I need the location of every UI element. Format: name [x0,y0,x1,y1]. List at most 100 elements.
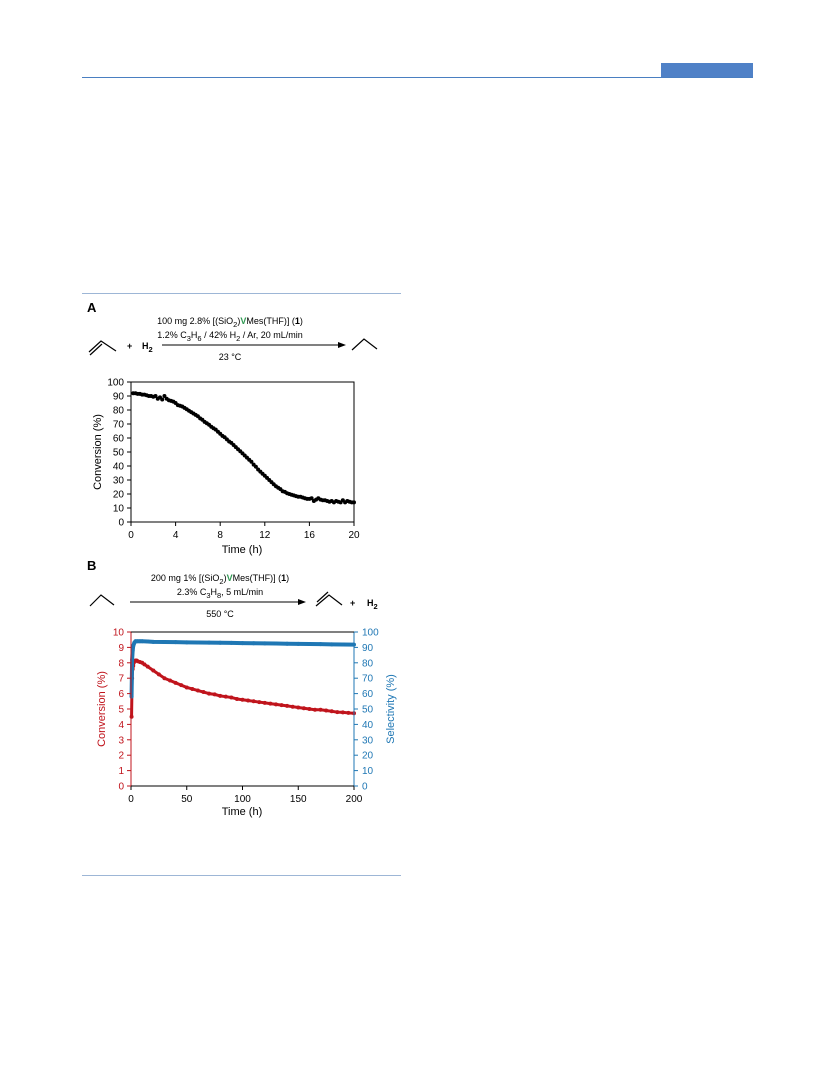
chart-b-conversion-point [318,707,323,712]
chart-a-y-tick-label: 80 [113,406,125,417]
chart-a-data-point [160,397,165,402]
chart-b-selectivity-point [131,643,136,648]
chart-b-selectivity-point [162,640,167,645]
chart-b-conversion-point [142,662,147,667]
chart-b-conversion-point [335,710,340,715]
chart-a-data-point [253,464,258,469]
chart-a: Time (h) Conversion (%) 0 4 8 12 16 20 0 10 20 3… [92,378,360,557]
panel-a-catalyst-text: 100 mg 2.8% [(SiO2)VMes(THF)] (1) [157,316,303,329]
chart-b-right-tick-label: 10 [362,766,374,777]
chart-a-y-tick-label: 40 [113,462,125,473]
panel-a-hydrogen: H2 [142,341,153,354]
chart-b-conversion-point [257,700,262,705]
panel-a-temperature: 23 °C [218,352,242,362]
chart-b-right-tick-label: 100 [362,628,379,639]
chart-b-conversion-point [179,683,184,688]
chart-b-left-tick-label: 9 [118,643,124,654]
chart-b-conversion-point [285,703,290,708]
chart-b-conversion-point [279,703,284,708]
chart-b-selectivity-point [145,639,150,644]
chart-a-data-point [162,394,167,398]
chart-b-conversion-point [218,693,223,698]
chart-b-right-tick-label: 50 [362,705,374,716]
chart-b-conversion-point [262,700,267,705]
chart-b-conversion-point [251,699,256,704]
chart-b-left-axis-title: Conversion (%) [96,671,108,747]
chart-a-y-tick-label: 0 [118,518,124,529]
chart-b-left-tick-label: 10 [113,628,125,639]
chart-b-conversion-point [268,701,273,706]
chart-b-conversion-point [129,714,134,719]
chart-b-left-tick-label: 0 [118,782,124,793]
header-accent-block [661,63,753,77]
chart-b-left-tick-label: 3 [118,735,124,746]
chart-b-conversion-point [312,707,317,712]
chart-b-selectivity-point [307,642,312,647]
chart-b-conversion-point [156,672,161,677]
chart-b-selectivity-series-line [129,639,355,697]
chart-a-x-tick-label: 12 [259,530,271,541]
panel-a-plus: + [127,341,133,351]
chart-b-conversion-point [290,704,295,709]
chart-b-x-tick-label: 200 [346,794,363,805]
chart-b-conversion-point [151,668,156,673]
chart-b-left-tick-label: 8 [118,658,124,669]
chart-b-conversion-point [212,692,217,697]
figure-top-rule [82,293,401,294]
chart-b-selectivity-point [340,642,345,647]
panel-a-propane-structure [351,338,378,351]
panel-b-temperature: 550 °C [206,609,234,619]
chart-a-x-tick-label: 0 [128,530,134,541]
chart-a-y-tick-label: 60 [113,434,125,445]
chart-b-selectivity-point [130,648,135,653]
chart-a-y-tick-label: 100 [107,378,124,389]
chart-a-y-axis-title: Conversion (%) [92,414,104,490]
chart-b-conversion-point [223,694,228,699]
chart-b-x-tick-label: 50 [181,794,193,805]
chart-b-left-tick-label: 4 [118,720,124,731]
chart-a-y-tick-label: 10 [113,504,125,515]
chart-a-x-tick-label: 8 [217,530,223,541]
panel-b-hydrogen: H2 [367,598,378,611]
header-rule [82,77,753,78]
chart-b-left-tick-label: 2 [118,751,124,762]
chart-b-conversion-point [240,697,245,702]
chart-b-x-tick-label: 0 [128,794,134,805]
chart-b-conversion-point [168,678,173,683]
chart-b-selectivity-point [262,641,267,646]
chart-b-conversion-point [246,698,251,703]
chart-b-selectivity-point [140,639,145,644]
chart-a-data-point [309,496,314,501]
panel-a-propene-structure [88,340,117,356]
chart-b-selectivity-point [318,642,323,647]
chart-b-conversion-point [173,680,178,685]
chart-b-conversion-point [195,688,200,693]
panel-b-propane-structure [89,594,115,607]
chart-b-selectivity-point [229,640,234,645]
chart-b-x-tick-label: 100 [234,794,251,805]
chart-b-conversion-point [307,707,312,711]
chart-b-conversion-point [296,705,301,710]
chart-b-selectivity-point [129,694,134,699]
chart-b-conversion-point [229,695,234,700]
chart-b-conversion-point [301,706,306,711]
chart-b-selectivity-point [329,642,334,647]
chart-b-selectivity-point [273,641,278,646]
chart-b-x-axis-title: Time (h) [222,806,263,818]
chart-b-conversion-point [190,686,195,691]
chart-b-right-tick-label: 40 [362,720,374,731]
panel-b-plus: + [350,598,356,608]
chart-b-conversion-point [207,691,212,696]
figure-bottom-rule [82,875,401,876]
chart-b-conversion-point [162,676,167,681]
chart-a-data-point [352,500,356,505]
chart-b-selectivity-point [296,641,301,646]
chart-b-selectivity-point [173,640,178,645]
chart-b-selectivity-point [184,640,189,645]
chart-b-conversion-point [273,702,278,707]
panel-b-arrow [130,599,306,605]
chart-b-conversion-point [234,696,239,701]
chart-a-x-tick-label: 16 [304,530,316,541]
chart-a-y-tick-label: 90 [113,392,125,403]
panel-b-propene-structure [315,591,343,607]
